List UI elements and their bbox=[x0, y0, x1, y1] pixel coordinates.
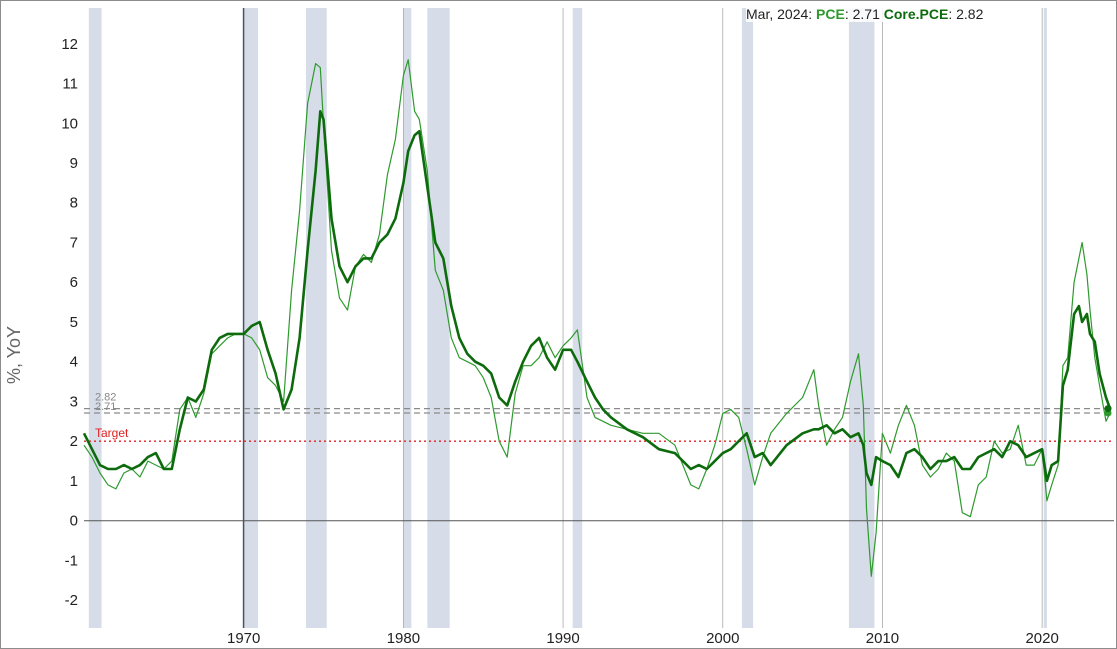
legend-core-value: 2.82 bbox=[956, 6, 984, 22]
x-tick-label: 1970 bbox=[227, 630, 260, 647]
recession-band bbox=[305, 8, 327, 628]
x-tick-label: 2000 bbox=[706, 630, 739, 647]
endpoint-core-pce bbox=[1104, 405, 1112, 413]
recession-band bbox=[741, 8, 754, 628]
recession-band bbox=[1043, 8, 1047, 628]
y-axis-label: %, YoY bbox=[4, 326, 24, 384]
recession-band bbox=[242, 8, 259, 628]
x-tick-label: 2010 bbox=[866, 630, 899, 647]
reference-label-core: 2.82 bbox=[95, 392, 116, 404]
legend-pce-value: 2.71 bbox=[852, 6, 880, 22]
y-tick-label: 11 bbox=[62, 76, 78, 93]
y-tick-label: 8 bbox=[70, 195, 78, 212]
y-tick-label: 6 bbox=[70, 274, 78, 291]
x-axis-ticks: 1970 1980 1990 2000 2010 2020 bbox=[227, 630, 1059, 647]
y-tick-label: 4 bbox=[70, 354, 78, 371]
legend-core-name: Core.PCE bbox=[883, 6, 949, 22]
x-tick-label: 1990 bbox=[546, 630, 579, 647]
y-tick-label: 7 bbox=[70, 234, 78, 251]
recession-bands bbox=[88, 8, 1047, 628]
y-tick-label: 9 bbox=[70, 155, 78, 172]
y-tick-label: 10 bbox=[61, 115, 78, 132]
y-tick-label: 0 bbox=[70, 513, 78, 530]
recession-band bbox=[403, 8, 412, 628]
legend-pce-name: PCE bbox=[816, 6, 845, 22]
series-line-pce bbox=[83, 59, 1111, 577]
recession-band bbox=[572, 8, 583, 628]
legend-date: Mar, 2024 bbox=[746, 6, 809, 22]
recession-band bbox=[848, 8, 875, 628]
y-tick-label: 2 bbox=[70, 433, 78, 450]
series-line-core-pce bbox=[82, 110, 1112, 487]
hover-legend: Mar, 2024: PCE: 2.71 Core.PCE: 2.82 bbox=[746, 6, 984, 22]
vertical-gridlines bbox=[243, 8, 1043, 628]
x-tick-label: 2020 bbox=[1025, 630, 1058, 647]
x-tick-label: 1980 bbox=[387, 630, 420, 647]
reference-lines: 2.82 2.71 Target bbox=[84, 392, 1114, 522]
reference-label-pce: 2.71 bbox=[95, 401, 116, 413]
y-tick-label: -1 bbox=[65, 552, 78, 569]
target-label: Target bbox=[95, 426, 129, 440]
recession-band bbox=[88, 8, 102, 628]
y-tick-label: -2 bbox=[65, 592, 78, 609]
y-tick-label: 1 bbox=[70, 473, 78, 490]
y-tick-label: 3 bbox=[70, 393, 78, 410]
y-tick-label: 12 bbox=[61, 36, 78, 53]
series-lines bbox=[82, 59, 1112, 577]
recession-band bbox=[427, 8, 450, 628]
y-tick-label: 5 bbox=[70, 314, 78, 331]
